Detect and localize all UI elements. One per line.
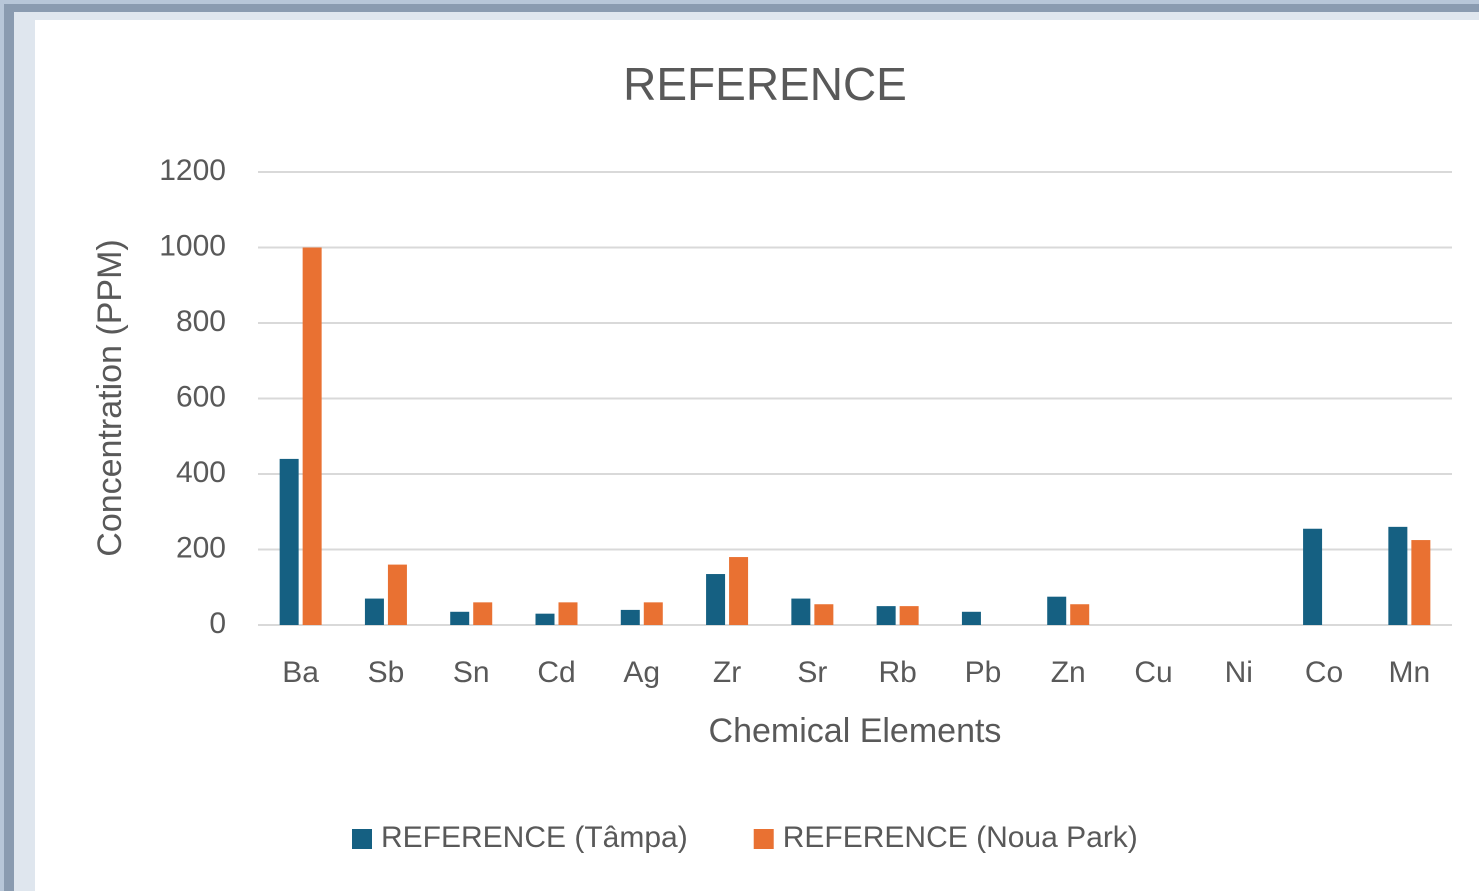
x-tick-label: Sn <box>453 656 490 689</box>
bar <box>535 613 555 625</box>
x-tick-label: Zn <box>1051 656 1086 689</box>
x-tick-label: Rb <box>878 656 916 689</box>
bar <box>364 598 384 625</box>
bar <box>302 247 322 625</box>
x-tick-label: Ba <box>282 656 319 689</box>
x-tick-label: Sr <box>797 656 827 689</box>
x-tick-label: Cd <box>537 656 575 689</box>
x-tick-label: Cu <box>1134 656 1172 689</box>
x-tick-label: Mn <box>1389 656 1431 689</box>
bar <box>558 602 578 625</box>
bar <box>1047 596 1067 625</box>
legend-swatch <box>352 829 372 849</box>
legend-label: REFERENCE (Tâmpa) <box>381 821 688 854</box>
legend-label: REFERENCE (Noua Park) <box>783 821 1138 854</box>
x-tick-label: Sb <box>368 656 405 689</box>
x-tick-label: Co <box>1305 656 1343 689</box>
legend-swatch <box>753 829 774 849</box>
y-tick-label: 400 <box>176 456 226 489</box>
y-tick-label: 600 <box>176 380 226 413</box>
y-tick-label: 200 <box>176 531 226 564</box>
bar <box>1070 604 1090 625</box>
x-tick-label: Ag <box>623 656 660 689</box>
y-tick-label: 1200 <box>159 154 226 187</box>
bar <box>473 602 493 625</box>
y-axis-label: Concentration (PPM) <box>91 239 129 556</box>
x-tick-label: Ni <box>1225 656 1253 689</box>
bar <box>643 602 663 625</box>
x-tick-label: Pb <box>965 656 1002 689</box>
bar <box>387 564 407 625</box>
chart-title: REFERENCE <box>623 58 907 110</box>
bar <box>1411 540 1431 625</box>
y-tick-label: 0 <box>209 607 226 640</box>
x-axis-label: Chemical Elements <box>709 712 1002 750</box>
bar <box>876 606 896 625</box>
bar <box>899 606 919 625</box>
bar <box>1388 526 1408 625</box>
bar <box>791 598 811 625</box>
bar <box>814 604 834 625</box>
y-tick-label: 1000 <box>159 229 226 262</box>
bar <box>729 557 749 625</box>
bar <box>450 611 470 625</box>
y-tick-label: 800 <box>176 305 226 338</box>
bar <box>961 611 981 625</box>
bar <box>706 574 726 625</box>
bar <box>620 609 640 625</box>
chart-area <box>35 20 1479 891</box>
x-tick-label: Zr <box>713 656 741 689</box>
bar <box>1303 528 1323 625</box>
bar <box>279 458 299 625</box>
